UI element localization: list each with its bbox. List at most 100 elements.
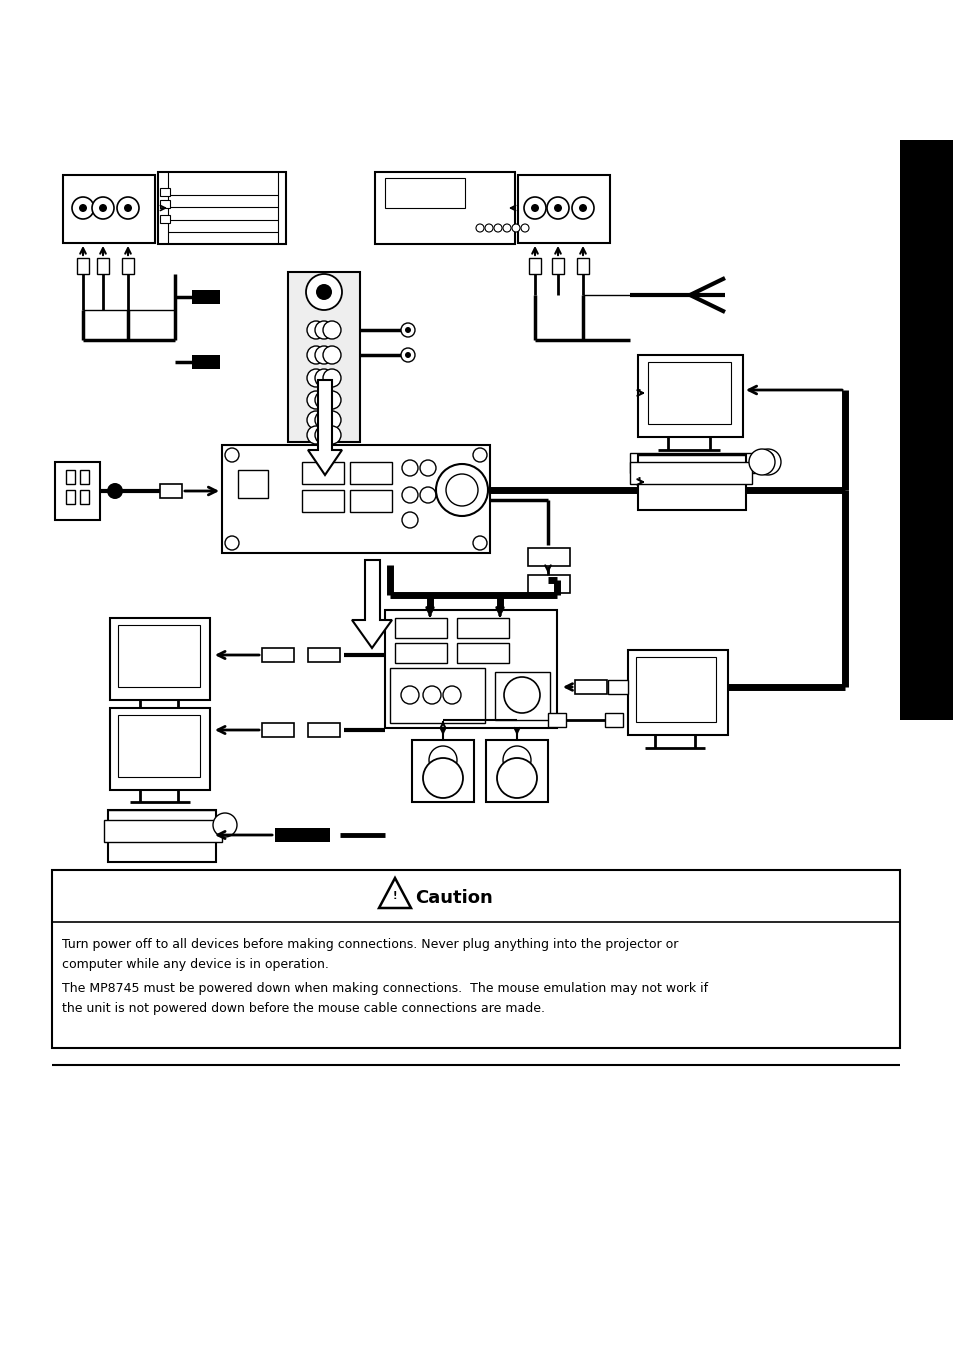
Bar — [412, 740, 474, 802]
Bar — [636, 657, 716, 721]
Circle shape — [401, 459, 417, 476]
Circle shape — [523, 197, 545, 219]
Circle shape — [484, 224, 493, 232]
Circle shape — [531, 204, 538, 212]
Text: Caution: Caution — [415, 889, 493, 907]
Bar — [302, 490, 344, 512]
Bar — [160, 215, 170, 223]
Bar — [529, 258, 540, 274]
Bar — [110, 617, 210, 700]
Bar — [456, 643, 509, 663]
Text: Turn power off to all devices before making connections. Never plug anything int: Turn power off to all devices before mak… — [62, 938, 678, 951]
Circle shape — [91, 197, 113, 219]
Bar — [495, 671, 550, 720]
Bar — [395, 643, 447, 663]
Bar — [607, 680, 627, 694]
Bar — [160, 200, 170, 208]
Circle shape — [307, 346, 325, 363]
Circle shape — [442, 686, 460, 704]
Polygon shape — [352, 561, 392, 648]
Circle shape — [314, 346, 333, 363]
Bar — [395, 617, 447, 638]
Circle shape — [323, 426, 340, 444]
Circle shape — [307, 390, 325, 409]
Bar — [80, 470, 89, 484]
Circle shape — [306, 274, 341, 309]
Circle shape — [107, 484, 123, 499]
Bar — [274, 828, 330, 842]
Bar — [302, 462, 344, 484]
Bar — [629, 453, 754, 473]
Circle shape — [323, 390, 340, 409]
Circle shape — [436, 463, 488, 516]
Bar — [66, 490, 75, 504]
Circle shape — [520, 224, 529, 232]
Bar — [899, 141, 953, 720]
Bar — [110, 708, 210, 790]
Circle shape — [71, 197, 94, 219]
Bar — [118, 626, 200, 688]
Bar — [629, 462, 751, 484]
Circle shape — [401, 486, 417, 503]
Text: !: ! — [393, 892, 396, 901]
Circle shape — [314, 426, 333, 444]
Circle shape — [761, 453, 773, 463]
Bar — [192, 355, 220, 369]
Circle shape — [512, 224, 519, 232]
Circle shape — [99, 204, 107, 212]
Bar — [575, 680, 606, 694]
Circle shape — [419, 486, 436, 503]
Bar — [604, 713, 622, 727]
Bar — [385, 178, 464, 208]
Bar — [97, 258, 109, 274]
Bar — [288, 272, 359, 442]
Circle shape — [307, 322, 325, 339]
Bar — [547, 713, 565, 727]
Circle shape — [405, 353, 411, 358]
Bar — [308, 648, 339, 662]
Circle shape — [554, 204, 561, 212]
Bar — [63, 176, 154, 243]
Circle shape — [748, 449, 774, 476]
Bar — [262, 648, 294, 662]
Bar — [527, 576, 569, 593]
Bar — [104, 820, 222, 842]
Text: The MP8745 must be powered down when making connections.  The mouse emulation ma: The MP8745 must be powered down when mak… — [62, 982, 707, 994]
Circle shape — [429, 746, 456, 774]
Circle shape — [314, 411, 333, 430]
Circle shape — [473, 536, 486, 550]
Circle shape — [314, 322, 333, 339]
Circle shape — [422, 686, 440, 704]
Circle shape — [225, 449, 239, 462]
Bar — [308, 723, 339, 738]
Circle shape — [124, 204, 132, 212]
Bar — [108, 811, 215, 862]
Circle shape — [572, 197, 594, 219]
Circle shape — [497, 758, 537, 798]
Circle shape — [307, 411, 325, 430]
Bar — [627, 650, 727, 735]
Circle shape — [419, 459, 436, 476]
Circle shape — [323, 346, 340, 363]
Bar — [456, 617, 509, 638]
Text: computer while any device is in operation.: computer while any device is in operatio… — [62, 958, 329, 971]
Bar — [638, 455, 745, 509]
Bar — [52, 870, 899, 1048]
Bar — [262, 723, 294, 738]
Circle shape — [79, 204, 87, 212]
Bar — [485, 740, 547, 802]
Bar — [77, 258, 89, 274]
Circle shape — [446, 474, 477, 507]
Circle shape — [422, 758, 462, 798]
Bar — [80, 490, 89, 504]
Circle shape — [578, 204, 586, 212]
Circle shape — [323, 369, 340, 386]
Bar — [527, 549, 569, 566]
Circle shape — [502, 224, 511, 232]
Circle shape — [323, 411, 340, 430]
Circle shape — [405, 327, 411, 332]
Bar — [390, 667, 484, 723]
Circle shape — [117, 197, 139, 219]
Text: the unit is not powered down before the mouse cable connections are made.: the unit is not powered down before the … — [62, 1002, 544, 1015]
Bar — [122, 258, 133, 274]
